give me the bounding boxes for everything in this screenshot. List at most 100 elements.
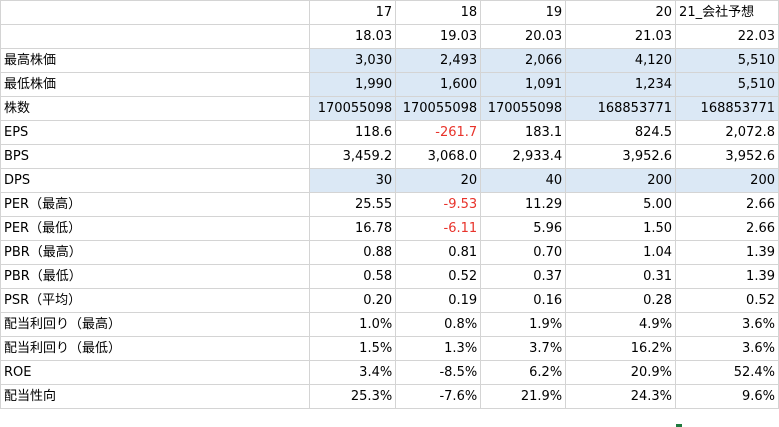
header-year-cell[interactable]: 18 [395,0,482,25]
metric-value-cell[interactable]: 1.3% [395,336,482,361]
metric-label-cell[interactable]: PSR（平均） [0,288,311,313]
metric-value-cell[interactable]: 168853771 [675,96,779,121]
metric-label-cell[interactable]: DPS [0,168,311,193]
metric-value-cell[interactable]: 16.78 [309,216,397,241]
metric-value-cell[interactable]: 0.52 [675,288,779,313]
metric-value-cell[interactable]: 0.37 [480,264,567,289]
header-year-cell[interactable]: 20 [565,0,677,25]
metric-value-cell[interactable]: 2,072.8 [675,120,779,145]
metric-value-cell[interactable]: 25.3% [309,384,397,409]
metric-value-cell[interactable]: 20.9% [565,360,677,385]
metric-value-cell[interactable]: 1.39 [675,240,779,265]
metric-value-cell[interactable]: 3,030 [309,48,397,73]
metric-label-cell[interactable]: BPS [0,144,311,169]
metric-value-cell[interactable]: 3,952.6 [565,144,677,169]
metric-value-cell[interactable]: 24.3% [565,384,677,409]
metric-value-cell[interactable]: 168853771 [565,96,677,121]
header-period-cell[interactable]: 19.03 [395,24,482,49]
header-year-cell[interactable]: 19 [480,0,567,25]
metric-value-cell[interactable]: 0.81 [395,240,482,265]
metric-value-cell[interactable]: 3,952.6 [675,144,779,169]
metric-value-cell[interactable]: 3.6% [675,336,779,361]
metric-label-cell[interactable]: 配当性向 [0,384,311,409]
metric-value-cell[interactable]: 1,990 [309,72,397,97]
metric-label-cell[interactable]: ROE [0,360,311,385]
metric-value-cell[interactable]: 118.6 [309,120,397,145]
metric-value-cell[interactable]: 1,234 [565,72,677,97]
metric-value-cell[interactable]: 2,066 [480,48,567,73]
metric-value-cell[interactable]: 0.19 [395,288,482,313]
metric-value-cell[interactable]: 4,120 [565,48,677,73]
metric-value-cell[interactable]: 2,933.4 [480,144,567,169]
metric-value-cell[interactable]: 5,510 [675,72,779,97]
metric-value-cell[interactable]: 0.31 [565,264,677,289]
metric-value-cell[interactable]: 21.9% [480,384,567,409]
metric-value-cell[interactable]: 0.16 [480,288,567,313]
metric-label-cell[interactable]: 株数 [0,96,311,121]
metric-value-cell[interactable]: 1.50 [565,216,677,241]
metric-value-cell[interactable]: 0.28 [565,288,677,313]
metric-value-cell[interactable]: 52.4% [675,360,779,385]
metric-value-cell[interactable]: 1.04 [565,240,677,265]
header-period-cell[interactable]: 22.03 [675,24,779,49]
metric-value-cell[interactable]: 1.39 [675,264,779,289]
metric-value-cell[interactable]: 11.29 [480,192,567,217]
metric-value-cell[interactable]: -9.53 [395,192,482,217]
header-year-cell[interactable]: 21_会社予想 [675,0,779,25]
metric-value-cell[interactable]: 3,068.0 [395,144,482,169]
metric-value-cell[interactable]: 9.6% [675,384,779,409]
metric-value-cell[interactable]: 0.8% [395,312,482,337]
metric-value-cell[interactable]: 5.96 [480,216,567,241]
metric-label-cell[interactable]: PBR（最高） [0,240,311,265]
fill-handle-marker[interactable] [676,424,682,427]
metric-label-cell[interactable]: 最低株価 [0,72,311,97]
metric-value-cell[interactable]: 3.6% [675,312,779,337]
metric-value-cell[interactable]: 4.9% [565,312,677,337]
metric-label-cell[interactable]: EPS [0,120,311,145]
metric-value-cell[interactable]: -261.7 [395,120,482,145]
metric-value-cell[interactable]: -8.5% [395,360,482,385]
metric-value-cell[interactable]: 30 [309,168,397,193]
metric-label-cell[interactable]: 配当利回り（最高） [0,312,311,337]
metric-label-cell[interactable]: PER（最高） [0,192,311,217]
metric-value-cell[interactable]: 20 [395,168,482,193]
metric-value-cell[interactable]: 824.5 [565,120,677,145]
metric-value-cell[interactable]: 3.7% [480,336,567,361]
metric-value-cell[interactable]: 2,493 [395,48,482,73]
metric-value-cell[interactable]: 1.0% [309,312,397,337]
metric-value-cell[interactable]: 0.70 [480,240,567,265]
corner-cell[interactable] [0,24,311,49]
metric-value-cell[interactable]: 5.00 [565,192,677,217]
metric-value-cell[interactable]: 3.4% [309,360,397,385]
header-year-cell[interactable]: 17 [309,0,397,25]
metric-value-cell[interactable]: 170055098 [395,96,482,121]
metric-value-cell[interactable]: 16.2% [565,336,677,361]
metric-label-cell[interactable]: PER（最低） [0,216,311,241]
metric-value-cell[interactable]: 0.88 [309,240,397,265]
metric-label-cell[interactable]: 最高株価 [0,48,311,73]
metric-value-cell[interactable]: 2.66 [675,192,779,217]
metric-value-cell[interactable]: 5,510 [675,48,779,73]
metric-value-cell[interactable]: 1,091 [480,72,567,97]
metric-value-cell[interactable]: 0.20 [309,288,397,313]
metric-value-cell[interactable]: 2.66 [675,216,779,241]
metric-label-cell[interactable]: 配当利回り（最低） [0,336,311,361]
metric-value-cell[interactable]: 6.2% [480,360,567,385]
metric-value-cell[interactable]: 1.5% [309,336,397,361]
metric-value-cell[interactable]: 1,600 [395,72,482,97]
header-period-cell[interactable]: 20.03 [480,24,567,49]
metric-value-cell[interactable]: 3,459.2 [309,144,397,169]
metric-label-cell[interactable]: PBR（最低） [0,264,311,289]
metric-value-cell[interactable]: -6.11 [395,216,482,241]
metric-value-cell[interactable]: 25.55 [309,192,397,217]
metric-value-cell[interactable]: 200 [675,168,779,193]
metric-value-cell[interactable]: 0.52 [395,264,482,289]
header-period-cell[interactable]: 21.03 [565,24,677,49]
metric-value-cell[interactable]: 170055098 [480,96,567,121]
metric-value-cell[interactable]: 183.1 [480,120,567,145]
metric-value-cell[interactable]: 40 [480,168,567,193]
metric-value-cell[interactable]: 0.58 [309,264,397,289]
corner-cell[interactable] [0,0,311,25]
header-period-cell[interactable]: 18.03 [309,24,397,49]
metric-value-cell[interactable]: -7.6% [395,384,482,409]
